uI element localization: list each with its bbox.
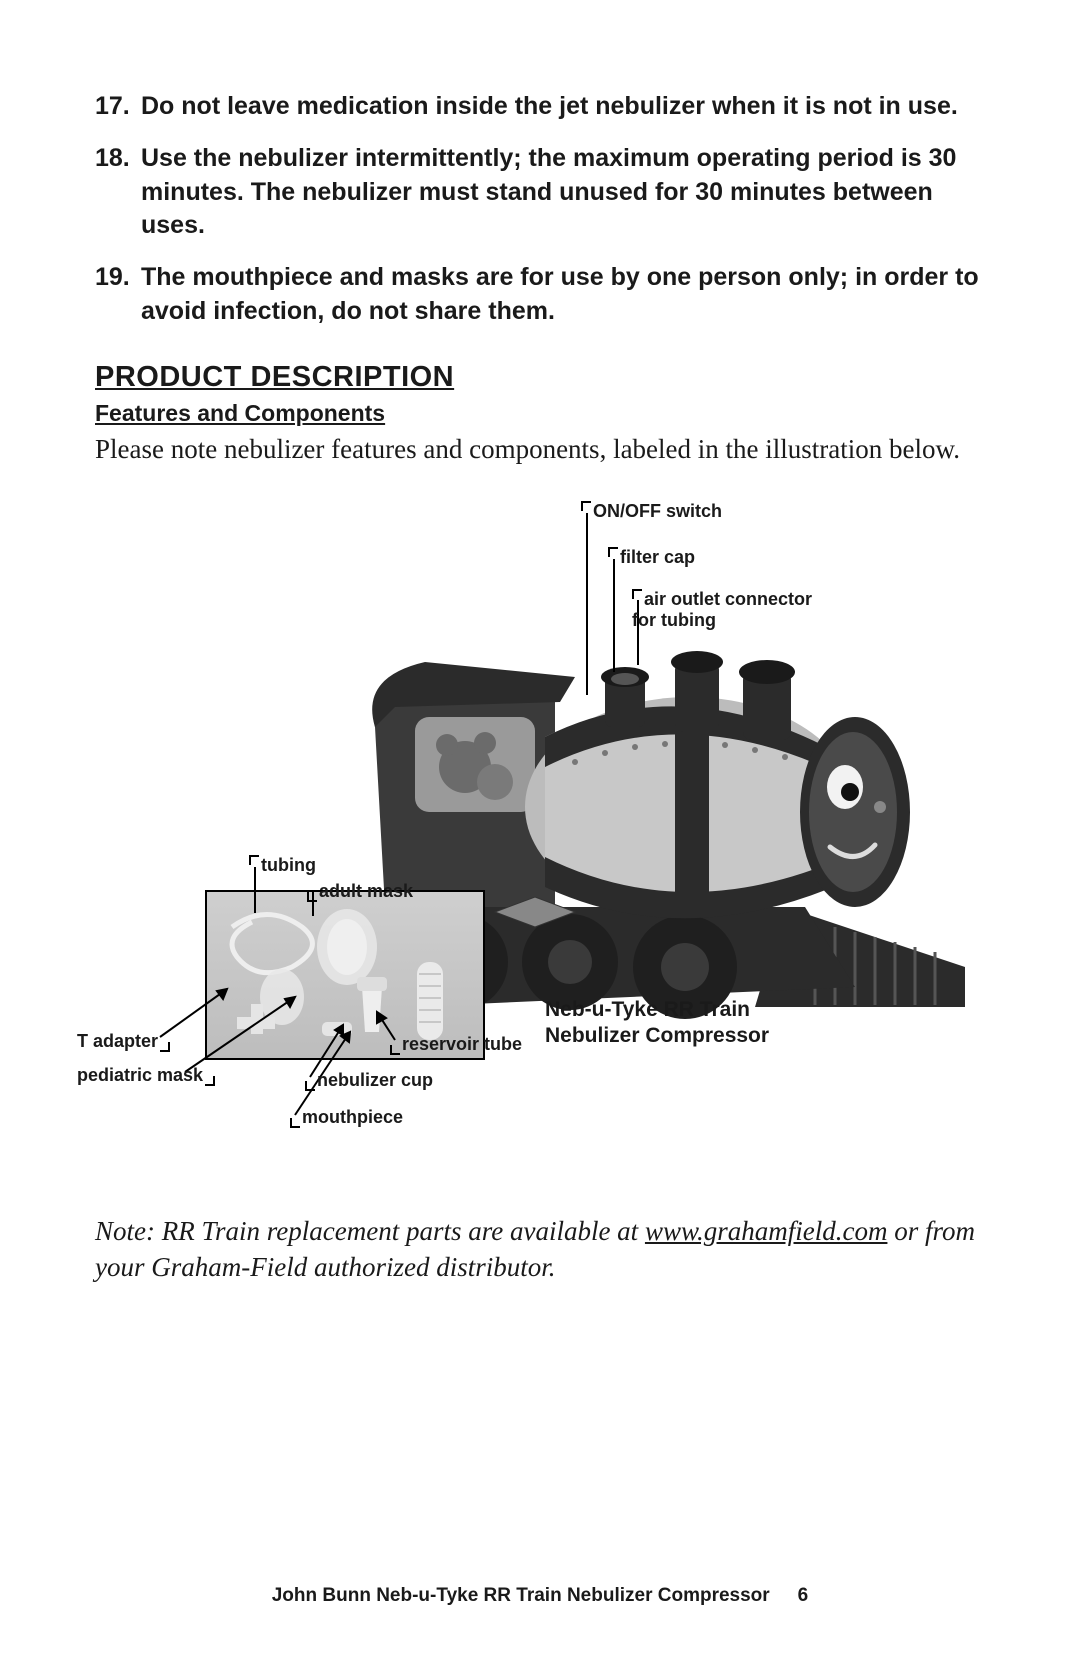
callout-label: tubing: [261, 855, 316, 875]
note-link: www.grahamfield.com: [645, 1216, 888, 1246]
callout-label: nebulizer cup: [317, 1070, 433, 1090]
list-text: Do not leave medication inside the jet n…: [141, 90, 985, 124]
list-item: 17. Do not leave medication inside the j…: [95, 90, 985, 124]
footer-title: John Bunn Neb-u-Tyke RR Train Nebulizer …: [272, 1585, 770, 1606]
callout-onoff-switch: ON/OFF switch: [581, 501, 722, 522]
intro-paragraph: Please note nebulizer features and compo…: [95, 431, 985, 467]
callout-nebulizer-cup: nebulizer cup: [305, 1070, 433, 1091]
list-number: 17.: [95, 90, 141, 124]
note-paragraph: Note: RR Train replacement parts are ava…: [95, 1213, 985, 1286]
page-footer: John Bunn Neb-u-Tyke RR Train Nebulizer …: [0, 1585, 1080, 1607]
callout-label: adult mask: [319, 881, 413, 901]
list-item: 18. Use the nebulizer intermittently; th…: [95, 142, 985, 243]
callout-tubing: tubing: [249, 855, 316, 876]
callout-filter-cap: filter cap: [608, 547, 695, 568]
callout-label: reservoir tube: [402, 1034, 522, 1054]
callout-label: ON/OFF switch: [593, 501, 722, 521]
callout-label: pediatric mask: [77, 1065, 203, 1085]
callout-t-adapter: T adapter: [77, 1031, 172, 1052]
callout-pediatric-mask: pediatric mask: [77, 1065, 217, 1086]
callout-label: mouthpiece: [302, 1107, 403, 1127]
list-number: 18.: [95, 142, 141, 243]
list-text: Use the nebulizer intermittently; the ma…: [141, 142, 985, 243]
callout-adult-mask: adult mask: [307, 881, 413, 902]
section-heading: PRODUCT DESCRIPTION: [95, 361, 985, 394]
callout-label: filter cap: [620, 547, 695, 567]
callout-air-outlet: air outlet connector for tubing: [632, 589, 832, 630]
numbered-list: 17. Do not leave medication inside the j…: [95, 90, 985, 329]
product-figure: ON/OFF switch filter cap air outlet conn…: [95, 497, 985, 1177]
callout-label: air outlet connector for tubing: [632, 589, 812, 630]
page-number: 6: [798, 1585, 809, 1606]
note-prefix: Note: RR Train replacement parts are ava…: [95, 1216, 645, 1246]
product-caption: Neb-u-Tyke RR Train Nebulizer Compressor: [545, 997, 769, 1050]
callout-mouthpiece: mouthpiece: [290, 1107, 403, 1128]
list-text: The mouthpiece and masks are for use by …: [141, 261, 985, 329]
subheading: Features and Components: [95, 400, 985, 427]
list-item: 19. The mouthpiece and masks are for use…: [95, 261, 985, 329]
list-number: 19.: [95, 261, 141, 329]
callout-reservoir-tube: reservoir tube: [390, 1034, 522, 1055]
callout-label: T adapter: [77, 1031, 158, 1051]
